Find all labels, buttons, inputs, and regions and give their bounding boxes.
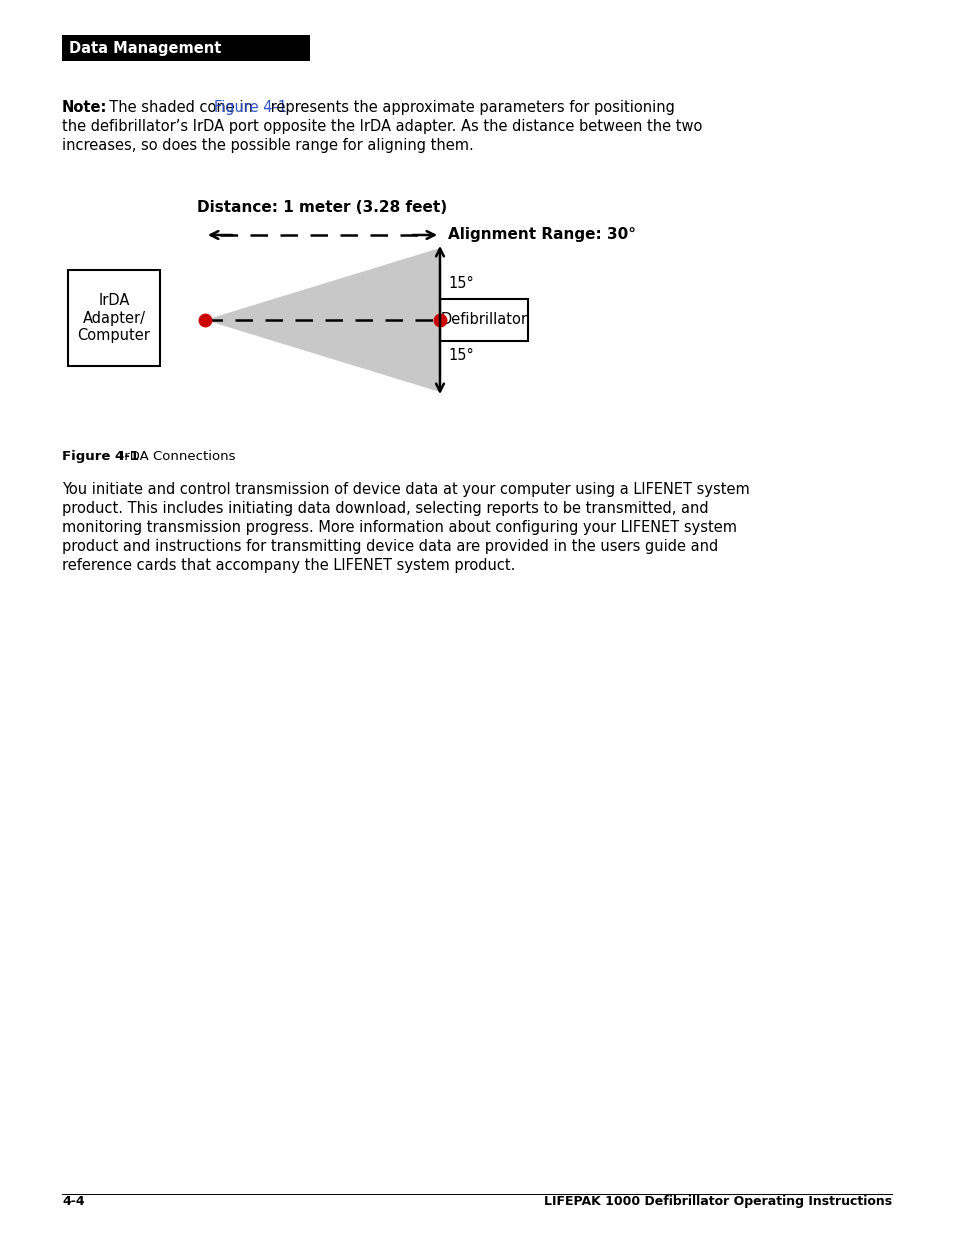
Text: monitoring transmission progress. More information about configuring your LIFENE: monitoring transmission progress. More i… xyxy=(62,520,737,535)
Text: product and instructions for transmitting device data are provided in the users : product and instructions for transmittin… xyxy=(62,538,718,555)
Text: Defibrillator: Defibrillator xyxy=(440,312,527,327)
Text: 15°: 15° xyxy=(448,277,474,291)
Text: LIFEPAK 1000 Defibrillator Operating Instructions: LIFEPAK 1000 Defibrillator Operating Ins… xyxy=(543,1195,891,1208)
Text: 4-4: 4-4 xyxy=(62,1195,85,1208)
Text: Figure 4-1: Figure 4-1 xyxy=(62,450,139,463)
Text: increases, so does the possible range for aligning them.: increases, so does the possible range fo… xyxy=(62,138,474,153)
Text: The shaded cone in: The shaded cone in xyxy=(100,100,257,115)
Bar xyxy=(62,35,310,61)
Text: IrDA
Adapter/
Computer: IrDA Adapter/ Computer xyxy=(77,293,151,343)
Text: Distance: 1 meter (3.28 feet): Distance: 1 meter (3.28 feet) xyxy=(197,200,447,215)
Text: reference cards that accompany the LIFENET system product.: reference cards that accompany the LIFEN… xyxy=(62,558,515,573)
Text: the defibrillator’s IrDA port opposite the IrDA adapter. As the distance between: the defibrillator’s IrDA port opposite t… xyxy=(62,119,701,135)
Text: represents the approximate parameters for positioning: represents the approximate parameters fo… xyxy=(266,100,674,115)
Bar xyxy=(439,299,527,341)
Text: IrDA Connections: IrDA Connections xyxy=(112,450,235,463)
Text: Data Management: Data Management xyxy=(69,41,221,56)
Text: Note:: Note: xyxy=(62,100,108,115)
Text: 15°: 15° xyxy=(448,348,474,363)
Bar xyxy=(68,270,160,366)
Polygon shape xyxy=(205,248,439,391)
Text: Alignment Range: 30°: Alignment Range: 30° xyxy=(448,227,636,242)
Text: You initiate and control transmission of device data at your computer using a LI: You initiate and control transmission of… xyxy=(62,482,749,496)
Text: product. This includes initiating data download, selecting reports to be transmi: product. This includes initiating data d… xyxy=(62,501,708,516)
Text: Figure 4-1: Figure 4-1 xyxy=(213,100,287,115)
